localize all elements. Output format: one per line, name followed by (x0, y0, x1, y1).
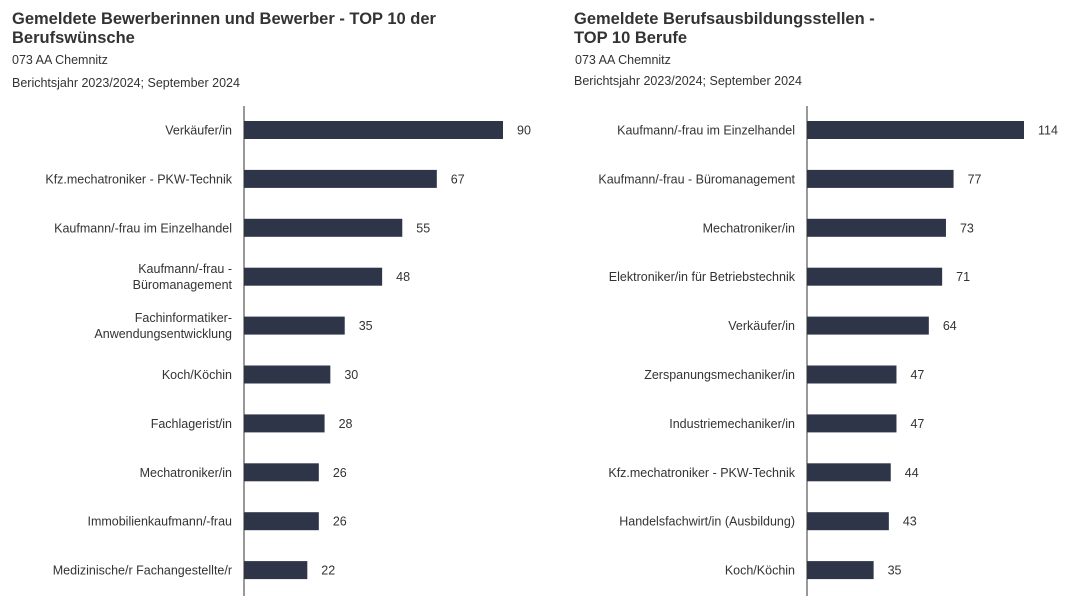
category-label: Kfz.mechatroniker - PKW-Technik (45, 172, 232, 186)
data-label: 73 (960, 221, 974, 235)
category-label: Mechatroniker/in (140, 466, 232, 480)
data-label: 28 (339, 417, 353, 431)
category-label: Koch/Köchin (162, 368, 232, 382)
chart-subtitle-office: 073 AA Chemnitz (12, 53, 108, 67)
category-label: Zerspanungsmechaniker/in (644, 368, 795, 382)
chart-title: Gemeldete Berufsausbildungsstellen - TOP… (574, 10, 875, 47)
category-label: Verkäufer/in (165, 124, 232, 138)
data-label: 55 (416, 221, 430, 235)
category-label: Kaufmann/-frau im Einzelhandel (617, 124, 795, 138)
data-label: 26 (333, 466, 347, 480)
data-label: 71 (956, 270, 970, 284)
bar (244, 414, 325, 433)
data-label: 67 (451, 172, 465, 186)
bar (244, 463, 319, 482)
data-label: 30 (344, 368, 358, 382)
category-label: Verkäufer/in (728, 319, 795, 333)
category-label: Mechatroniker/in (703, 221, 795, 235)
data-label: 64 (943, 319, 957, 333)
bar-chart-svg: 90 Verkäufer/in 67 Kfz.mechatroniker - PKW-… (45, 106, 531, 596)
bar (807, 561, 874, 580)
category-label: Elektroniker/in für Betriebstechnik (609, 270, 796, 284)
bar (807, 512, 889, 531)
chart-positions: Gemeldete Berufsausbildungsstellen - TOP… (540, 0, 1071, 604)
category-label: Koch/Köchin (725, 564, 795, 578)
category-label: Fachinformatiker-Anwendungsentwicklung (94, 311, 232, 341)
chart-subtitle-period: Berichtsjahr 2023/2024; September 2024 (12, 76, 240, 90)
category-label: Fachlagerist/in (151, 417, 232, 431)
data-label: 47 (910, 417, 924, 431)
category-label: Handelsfachwirt/in (Ausbildung) (619, 515, 795, 529)
data-label: 90 (517, 124, 531, 138)
data-label: 77 (968, 172, 982, 186)
category-label: Kaufmann/-frau -Büromanagement (133, 262, 233, 292)
bar (807, 414, 897, 433)
bar (807, 218, 946, 237)
data-label: 22 (321, 564, 335, 578)
bar (244, 316, 345, 335)
chart-subtitle-office: 073 AA Chemnitz (575, 53, 671, 67)
data-label: 48 (396, 270, 410, 284)
data-label: 35 (359, 319, 373, 333)
bar (807, 316, 929, 335)
data-label: 26 (333, 515, 347, 529)
bar (807, 463, 891, 482)
category-label: Industriemechaniker/in (669, 417, 795, 431)
category-label: Kfz.mechatroniker - PKW-Technik (608, 466, 795, 480)
chart-applicants: Gemeldete Bewerberinnen und Bewerber - T… (12, 10, 531, 596)
category-label: Kaufmann/-frau im Einzelhandel (54, 221, 232, 235)
bar (807, 365, 897, 384)
bar (244, 218, 403, 237)
bar (244, 365, 331, 384)
data-label: 43 (903, 515, 917, 529)
bar (244, 169, 437, 188)
category-label: Immobilienkaufmann/-frau (87, 515, 232, 529)
bar (244, 512, 319, 531)
chart-title: Gemeldete Bewerberinnen und Bewerber - T… (12, 10, 436, 47)
category-label: Medizinische/r Fachangestellte/r (53, 564, 232, 578)
data-label: 44 (905, 466, 919, 480)
bar-chart-svg: 114 Kaufmann/-frau im Einzelhandel 77 Kaufm… (598, 106, 1058, 596)
data-label: 35 (888, 564, 902, 578)
bar (807, 169, 954, 188)
bar (244, 121, 503, 139)
chart-subtitle-period: Berichtsjahr 2023/2024; September 2024 (574, 74, 802, 88)
data-label: 114 (1038, 124, 1058, 138)
bar (807, 267, 943, 286)
bar (244, 267, 383, 286)
data-label: 47 (910, 368, 924, 382)
bar (807, 121, 1024, 139)
category-label: Kaufmann/-frau - Büromanagement (598, 172, 795, 186)
bar (244, 561, 308, 580)
